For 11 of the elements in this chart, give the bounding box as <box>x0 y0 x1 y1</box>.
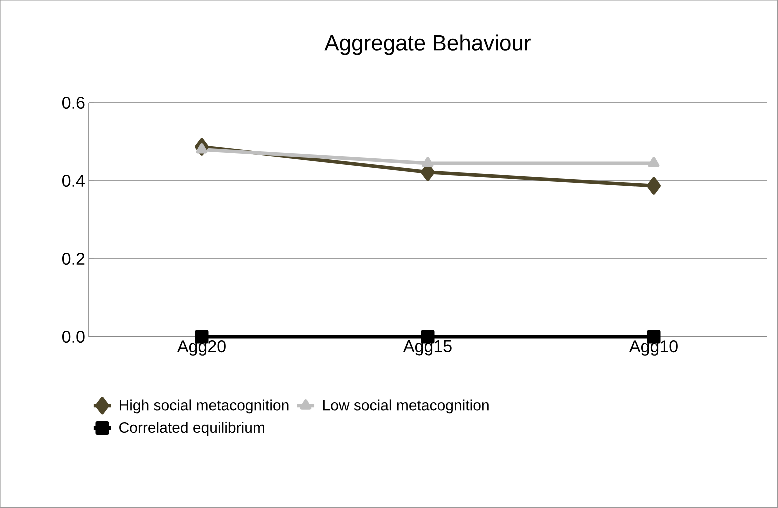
y-tick-label: 0.6 <box>62 96 85 110</box>
y-tick-label: 0.4 <box>62 174 85 188</box>
legend-label: High social metacognition <box>120 400 289 414</box>
x-tick-label: Agg20 <box>177 340 226 356</box>
chart-title: Aggregate Behaviour <box>324 34 531 56</box>
legend-label: Low social metacognition <box>323 400 489 414</box>
x-tick-label: Agg15 <box>403 340 452 356</box>
legend-label: Correlated equilibrium <box>120 422 264 436</box>
y-tick-label: 0.0 <box>62 330 85 344</box>
y-tick-label: 0.2 <box>62 252 85 266</box>
x-tick-label: Agg10 <box>629 340 678 356</box>
